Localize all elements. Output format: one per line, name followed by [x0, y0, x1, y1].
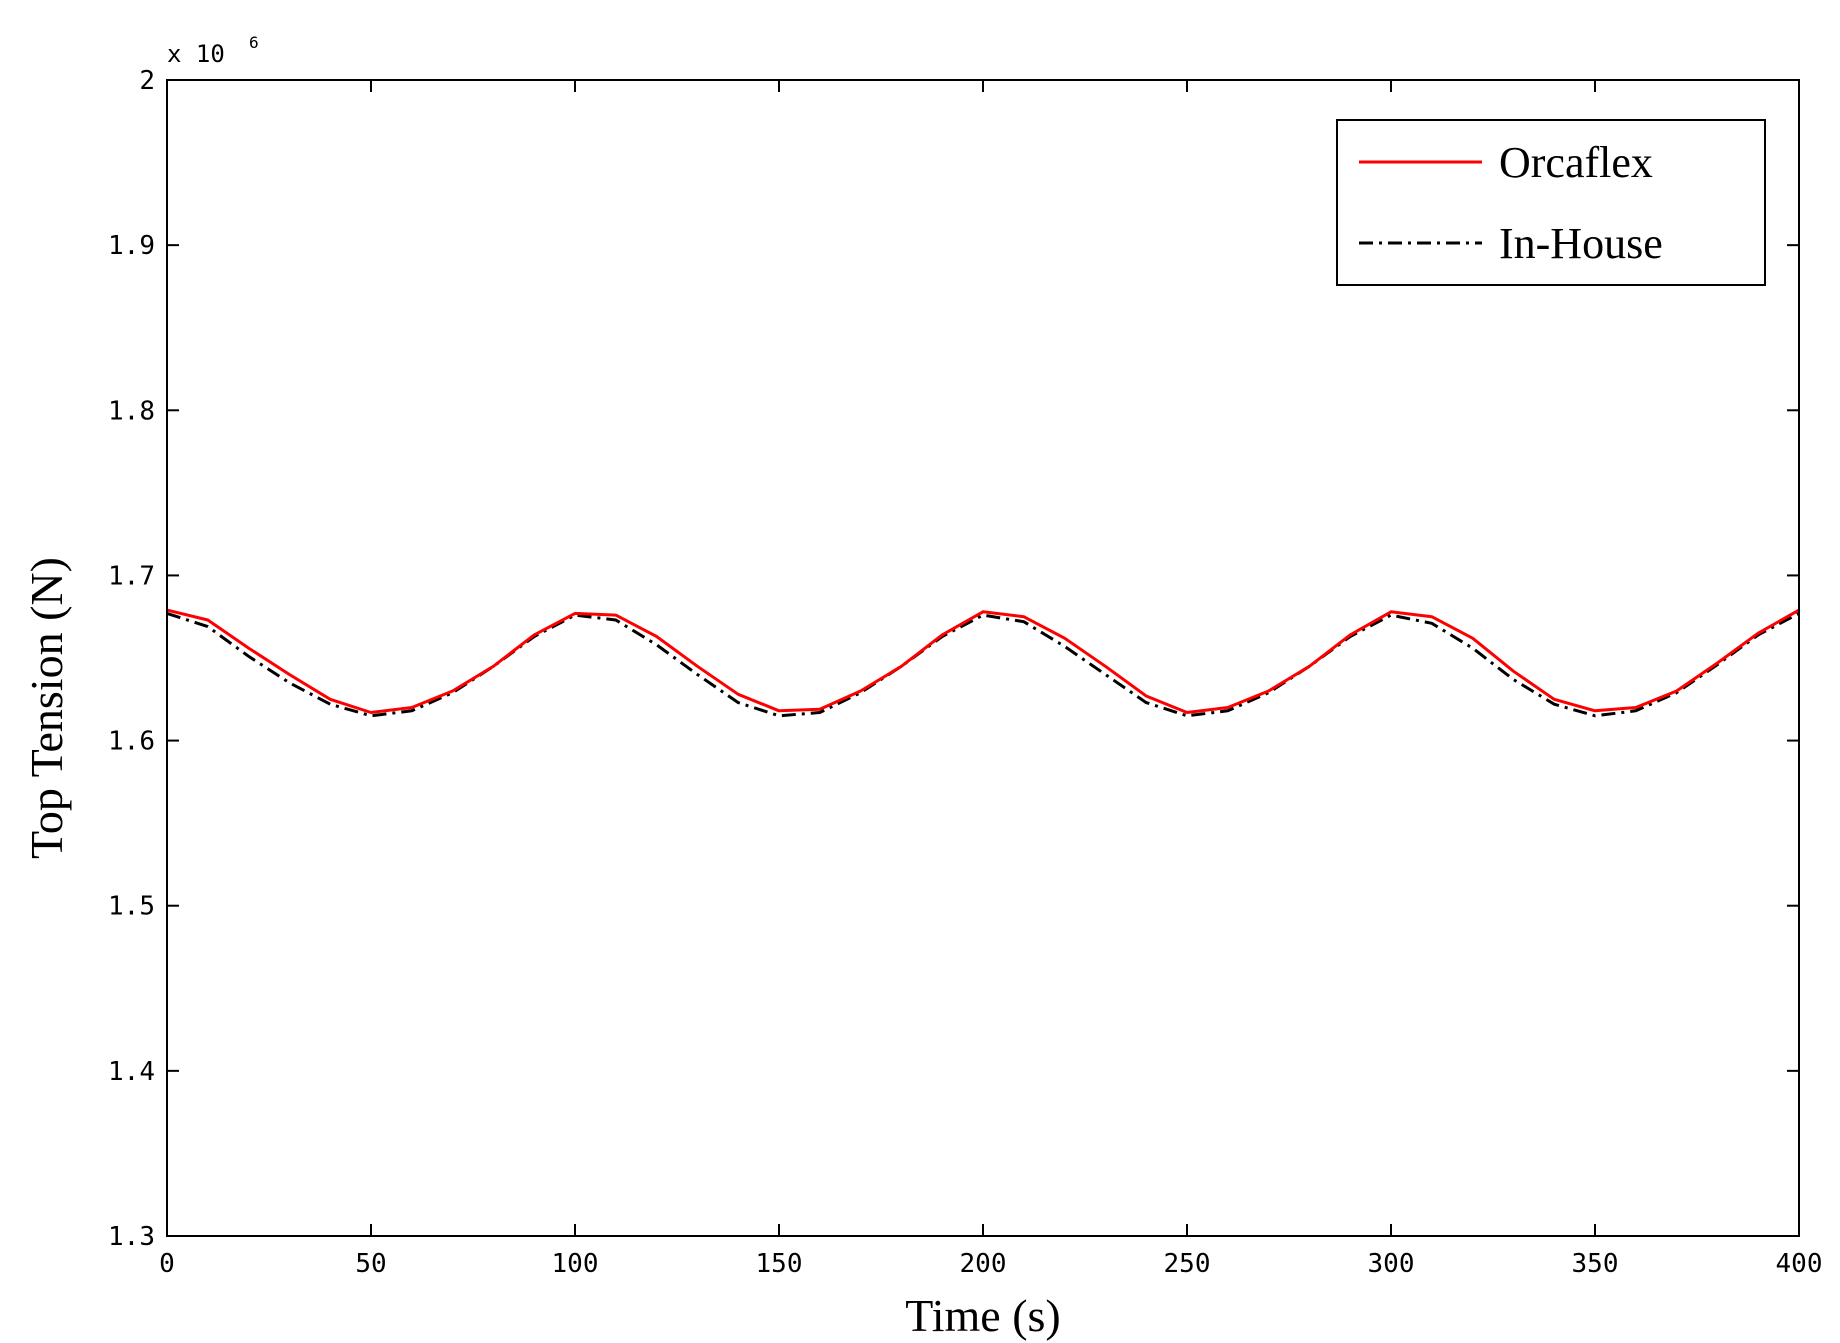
- x-tick-label: 150: [756, 1249, 803, 1279]
- y-tick-label: 1.3: [108, 1222, 155, 1252]
- y-tick-label: 1.9: [108, 231, 155, 261]
- x-tick-label: 100: [552, 1249, 599, 1279]
- legend-box: [1336, 119, 1766, 286]
- y-scale-exponent: 6: [249, 33, 259, 52]
- y-tick-label: 1.6: [108, 727, 155, 757]
- axis-tick-labels: 0 50 100 150 200 250 300 350 400 1.3 1.4 1.5 1.6 1.7 1…: [108, 66, 1822, 1279]
- x-tick-label: 400: [1776, 1249, 1823, 1279]
- x-tick-label: 200: [960, 1249, 1007, 1279]
- y-tick-label: 1.7: [108, 561, 155, 591]
- series-line-in-house: [166, 611, 1800, 718]
- y-tick-label: 2: [139, 66, 155, 96]
- x-tick-label: 250: [1164, 1249, 1211, 1279]
- y-tick-label: 1.5: [108, 892, 155, 922]
- x-tick-label: 350: [1572, 1249, 1619, 1279]
- x-axis-label: Time (s): [905, 1290, 1061, 1341]
- axis-ticks: [166, 79, 1800, 1237]
- legend-label-orcaflex: Orcaflex: [1499, 138, 1653, 187]
- y-tick-label: 1.4: [108, 1057, 155, 1087]
- y-tick-label: 1.8: [108, 396, 155, 426]
- legend-label-in-house: In-House: [1499, 219, 1663, 268]
- y-axis-label: Top Tension (N): [21, 557, 72, 859]
- legend: Orcaflex In-House: [1336, 119, 1766, 286]
- series-line-orcaflex: [166, 608, 1800, 714]
- x-tick-label: 0: [159, 1249, 175, 1279]
- y-scale-factor: x 10: [167, 40, 225, 68]
- x-tick-label: 300: [1368, 1249, 1415, 1279]
- x-tick-label: 50: [355, 1249, 386, 1279]
- plot-lines: [166, 608, 1800, 718]
